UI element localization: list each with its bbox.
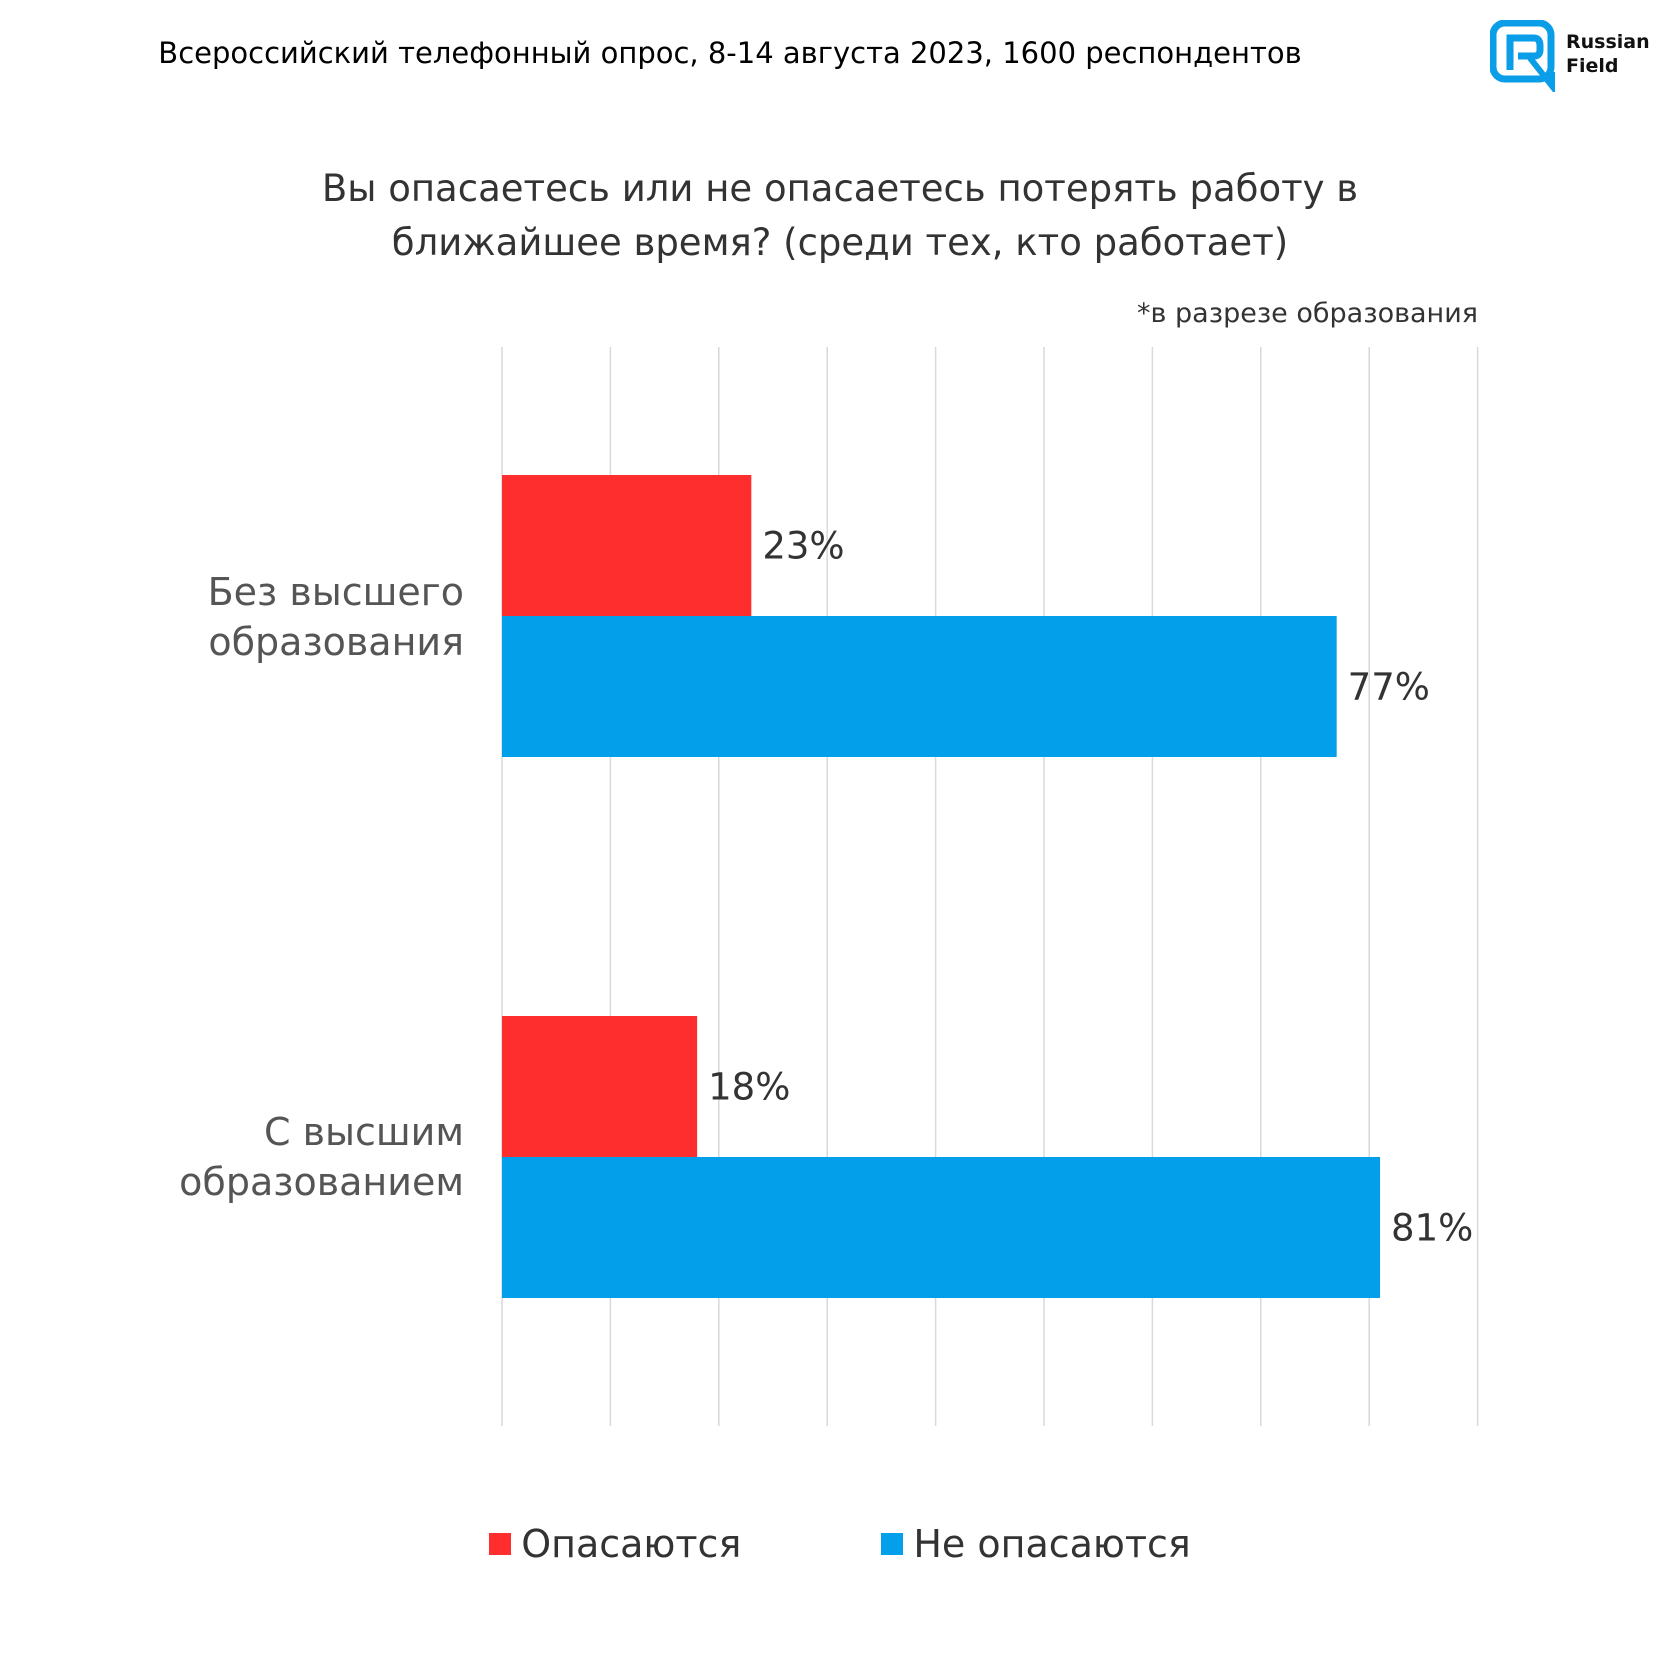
data-label: 77%	[1348, 666, 1430, 709]
legend-label: Опасаются	[521, 1522, 742, 1566]
bar	[502, 616, 1337, 757]
logo-line1: Russian	[1566, 31, 1650, 53]
logo-line2: Field	[1566, 55, 1619, 77]
category-line: образования	[208, 620, 464, 664]
legend-label: Не опасаются	[913, 1522, 1191, 1566]
category-line: Без высшего	[207, 570, 464, 614]
logo-text: Russian Field	[1566, 30, 1650, 78]
category-line: образованием	[179, 1160, 464, 1204]
legend: Опасаются Не опасаются	[0, 1522, 1680, 1566]
survey-header: Всероссийский телефонный опрос, 8-14 авг…	[158, 36, 1302, 70]
title-line-2: ближайшее время? (среди тех, кто работае…	[391, 221, 1289, 264]
bar	[502, 475, 752, 616]
chart-title: Вы опасаетесь или не опасаетесь потерять…	[0, 162, 1680, 270]
legend-item-afraid: Опасаются	[489, 1522, 741, 1566]
legend-item-not-afraid: Не опасаются	[881, 1522, 1191, 1566]
data-label: 18%	[708, 1066, 790, 1109]
category-line: С высшим	[263, 1110, 464, 1154]
data-label: 23%	[762, 525, 844, 568]
title-line-1: Вы опасаетесь или не опасаетесь потерять…	[321, 167, 1359, 210]
category-label: С высшим образованием	[179, 1107, 464, 1207]
russian-field-logo-icon	[1490, 20, 1555, 92]
legend-swatch-blue	[881, 1533, 904, 1555]
bar	[502, 1016, 698, 1157]
data-label: 81%	[1391, 1207, 1473, 1250]
legend-swatch-red	[489, 1533, 512, 1555]
category-label: Без высшего образования	[208, 567, 464, 667]
bar	[502, 1157, 1381, 1298]
chart-subtitle: *в разрезе образования	[1137, 298, 1478, 329]
